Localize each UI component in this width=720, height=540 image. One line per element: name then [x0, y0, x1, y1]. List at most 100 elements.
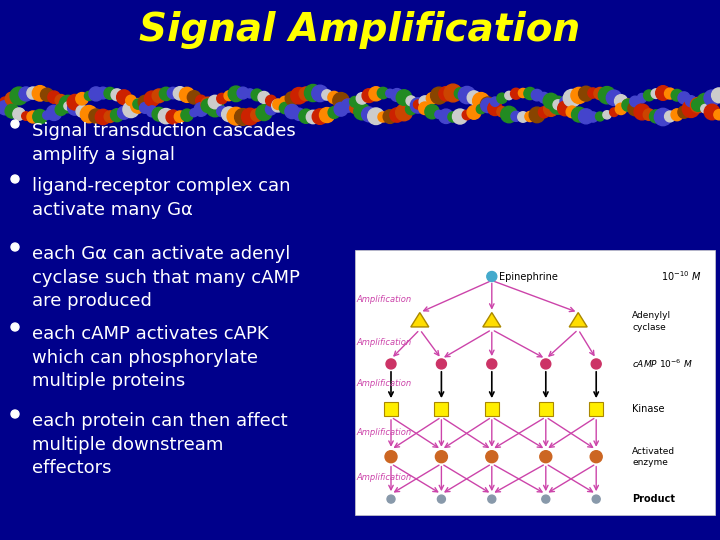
Circle shape	[258, 91, 270, 103]
Bar	[485, 402, 499, 416]
Circle shape	[444, 84, 462, 102]
Circle shape	[201, 97, 215, 111]
Circle shape	[390, 89, 403, 102]
Circle shape	[529, 107, 545, 123]
Circle shape	[174, 111, 186, 123]
Circle shape	[540, 451, 552, 463]
Circle shape	[104, 87, 116, 99]
Circle shape	[678, 106, 690, 118]
Circle shape	[643, 109, 654, 120]
Circle shape	[651, 89, 661, 98]
Circle shape	[306, 110, 320, 124]
Circle shape	[251, 89, 263, 101]
Circle shape	[67, 94, 83, 110]
Text: Epinephrine: Epinephrine	[499, 272, 558, 281]
Circle shape	[152, 89, 166, 103]
Circle shape	[228, 86, 244, 102]
Circle shape	[84, 91, 94, 100]
Circle shape	[299, 87, 313, 100]
Circle shape	[305, 84, 322, 102]
Circle shape	[217, 93, 228, 104]
Circle shape	[354, 103, 370, 120]
Circle shape	[588, 112, 598, 122]
Circle shape	[13, 108, 25, 120]
Text: Signal Amplification: Signal Amplification	[140, 11, 580, 49]
Bar	[539, 402, 553, 416]
Circle shape	[692, 98, 704, 111]
Circle shape	[436, 451, 447, 463]
Circle shape	[291, 87, 307, 104]
Text: ligand-receptor complex can
activate many Gα: ligand-receptor complex can activate man…	[32, 177, 290, 219]
Circle shape	[368, 108, 384, 125]
Circle shape	[27, 111, 39, 123]
Circle shape	[152, 107, 166, 121]
Circle shape	[425, 105, 439, 119]
Circle shape	[387, 495, 395, 503]
Circle shape	[131, 99, 145, 113]
Circle shape	[140, 103, 150, 113]
Circle shape	[488, 495, 496, 503]
Circle shape	[227, 107, 245, 125]
Circle shape	[593, 495, 600, 503]
Circle shape	[566, 106, 578, 118]
Bar	[434, 402, 449, 416]
Circle shape	[488, 101, 502, 116]
Circle shape	[704, 90, 720, 106]
Circle shape	[518, 89, 528, 98]
Circle shape	[665, 111, 675, 122]
Text: Product: Product	[632, 494, 675, 504]
Circle shape	[637, 93, 647, 103]
Circle shape	[111, 89, 123, 100]
Circle shape	[541, 495, 550, 503]
Circle shape	[328, 91, 340, 104]
Circle shape	[487, 359, 497, 369]
Circle shape	[19, 87, 33, 101]
Circle shape	[97, 87, 109, 99]
Text: Amplification: Amplification	[356, 474, 411, 482]
Circle shape	[560, 97, 570, 106]
Circle shape	[486, 451, 498, 463]
Text: Amplification: Amplification	[356, 379, 411, 388]
Circle shape	[656, 86, 670, 100]
Circle shape	[158, 109, 174, 124]
Circle shape	[312, 85, 328, 102]
Circle shape	[490, 97, 500, 106]
Circle shape	[487, 272, 497, 281]
Circle shape	[630, 96, 640, 107]
Circle shape	[439, 86, 453, 101]
Circle shape	[341, 99, 355, 112]
Circle shape	[591, 359, 601, 369]
Circle shape	[438, 495, 446, 503]
Circle shape	[68, 100, 82, 115]
Circle shape	[390, 108, 404, 122]
Circle shape	[419, 96, 431, 107]
Circle shape	[467, 91, 481, 104]
Circle shape	[454, 88, 466, 99]
Circle shape	[378, 112, 388, 122]
Circle shape	[386, 89, 395, 98]
Circle shape	[242, 108, 258, 125]
Circle shape	[406, 96, 416, 106]
Circle shape	[539, 107, 549, 118]
Circle shape	[649, 110, 662, 123]
Circle shape	[377, 87, 389, 99]
Circle shape	[145, 91, 160, 106]
Circle shape	[594, 87, 606, 100]
Circle shape	[5, 92, 19, 106]
Circle shape	[477, 104, 486, 114]
Circle shape	[690, 98, 706, 113]
Circle shape	[539, 92, 549, 103]
Circle shape	[285, 104, 299, 119]
Circle shape	[505, 91, 513, 100]
Circle shape	[299, 109, 313, 123]
Circle shape	[448, 112, 458, 122]
Circle shape	[615, 94, 627, 107]
Circle shape	[685, 96, 696, 107]
Circle shape	[273, 99, 283, 110]
Circle shape	[701, 104, 709, 113]
Text: each Gα can activate adenyl
cyclase such that many cAMP
are produced: each Gα can activate adenyl cyclase such…	[32, 245, 300, 310]
Circle shape	[603, 111, 611, 119]
Circle shape	[524, 87, 536, 99]
Circle shape	[654, 109, 672, 126]
Circle shape	[436, 359, 446, 369]
